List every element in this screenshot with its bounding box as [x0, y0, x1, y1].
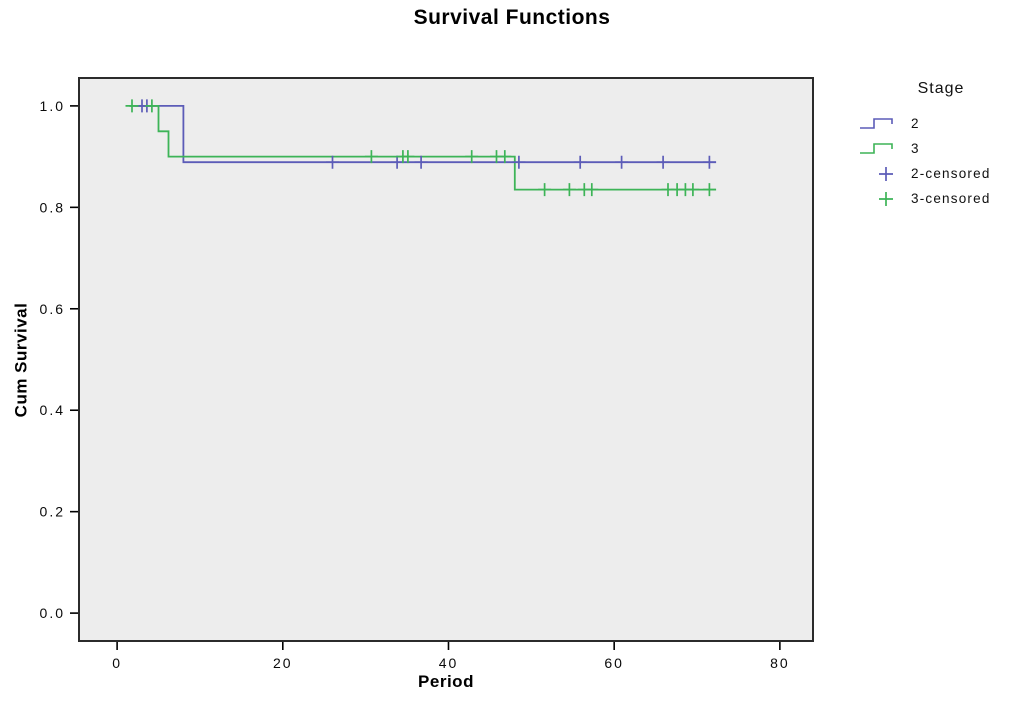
legend-title: Stage	[917, 80, 965, 97]
censor-mark-stage-3	[498, 150, 512, 164]
legend-item-label: 3-censored	[911, 191, 991, 206]
censor-mark-stage-3	[401, 150, 415, 164]
censor-mark-stage-3	[145, 99, 159, 113]
y-axis-title-text: Cum Survival	[11, 302, 30, 417]
censor-mark-stage-3	[364, 150, 378, 164]
legend-item-label: 3	[911, 141, 920, 156]
x-tick-label: 20	[273, 655, 293, 671]
x-tick-label: 60	[604, 655, 624, 671]
plot-area	[78, 77, 814, 642]
censor-mark-stage-3	[465, 150, 479, 164]
chart-title: Survival Functions	[413, 6, 611, 29]
censor-mark-stage-3	[125, 99, 139, 113]
y-tick-label: 0.6	[40, 301, 65, 317]
plus-censored-icon	[879, 191, 893, 206]
x-tick-label: 0	[112, 655, 122, 671]
y-axis-title: Cum Survival	[0, 78, 42, 641]
y-tick-label: 1.0	[40, 98, 65, 114]
legend-item-label: 2	[911, 116, 920, 131]
step-line-icon	[860, 142, 893, 154]
censor-mark-stage-2	[615, 155, 629, 169]
censor-mark-stage-3	[686, 183, 700, 197]
legend-item-3-censored: 3-censored	[858, 186, 1024, 211]
legend-item-2: 2	[858, 111, 1024, 136]
x-tick-label: 40	[439, 655, 459, 671]
step-line-icon	[860, 117, 893, 129]
censor-mark-stage-2	[414, 155, 428, 169]
x-tick-label: 80	[770, 655, 790, 671]
plus-censored-icon	[879, 166, 893, 181]
x-axis-title: Period	[418, 672, 474, 691]
censor-mark-stage-2	[573, 155, 587, 169]
censor-mark-stage-3	[562, 183, 576, 197]
legend-item-2-censored: 2-censored	[858, 161, 1024, 186]
censor-mark-stage-3	[585, 183, 599, 197]
y-tick-label: 0.0	[40, 605, 65, 621]
y-tick-label: 0.4	[40, 402, 65, 418]
censor-mark-stage-2	[656, 155, 670, 169]
legend: Stage 2 3 2-censored 3-censored	[858, 80, 1024, 211]
censor-mark-stage-2	[326, 155, 339, 169]
legend-item-label: 2-censored	[911, 166, 991, 181]
censor-mark-stage-2	[390, 155, 404, 169]
censor-mark-stage-2	[702, 155, 716, 169]
y-tick-label: 0.8	[40, 199, 65, 215]
legend-item-3: 3	[858, 136, 1024, 161]
censor-mark-stage-2	[512, 155, 526, 169]
censor-mark-stage-3	[538, 183, 552, 197]
survival-curve-stage-3	[129, 105, 717, 191]
y-tick-label: 0.2	[40, 504, 65, 520]
censor-mark-stage-3	[702, 183, 716, 197]
